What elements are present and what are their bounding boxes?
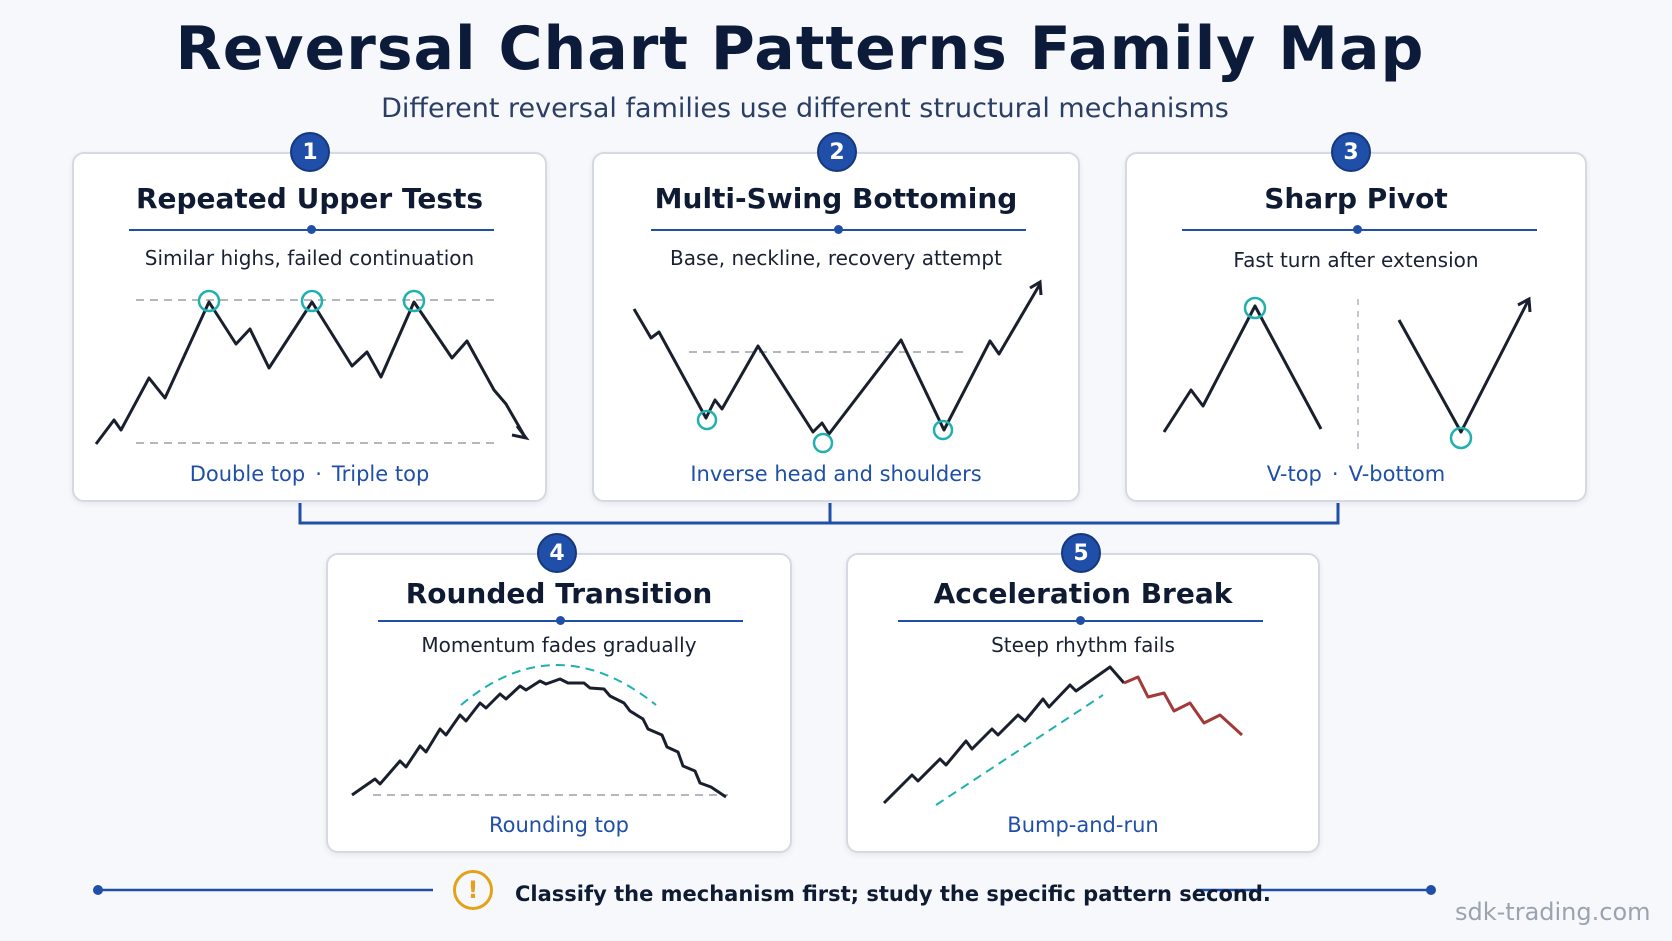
card-multi-swing-bottoming: Multi-Swing Bottoming Base, neckline, re… bbox=[592, 152, 1080, 502]
example-v-bottom: V-bottom bbox=[1348, 462, 1446, 486]
page-title: Reversal Chart Patterns Family Map bbox=[175, 14, 1425, 84]
example-rounding-top: Rounding top bbox=[488, 813, 629, 837]
card-examples: V-top · V-bottom bbox=[1127, 462, 1585, 486]
page-subtitle: Different reversal families use differen… bbox=[381, 93, 1229, 124]
example-separator: · bbox=[1331, 462, 1339, 486]
example-triple-top: Triple top bbox=[331, 462, 430, 486]
card-description: Fast turn after extension bbox=[1233, 248, 1479, 272]
card-examples: Inverse head and shoulders bbox=[594, 462, 1078, 486]
example-inverse-head-shoulders: Inverse head and shoulders bbox=[690, 462, 982, 486]
card-description: Similar highs, failed continuation bbox=[144, 246, 475, 270]
title-rule-dot bbox=[556, 616, 565, 625]
card-number-badge: 1 bbox=[290, 132, 330, 172]
card-examples: Double top · Triple top bbox=[74, 462, 545, 486]
card-number-badge: 3 bbox=[1331, 132, 1371, 172]
card-description: Steep rhythm fails bbox=[991, 633, 1175, 657]
footer-note: Classify the mechanism first; study the … bbox=[515, 882, 1271, 906]
card-number-badge: 2 bbox=[817, 132, 857, 172]
card-title: Repeated Upper Tests bbox=[135, 182, 484, 215]
card-title: Rounded Transition bbox=[405, 577, 713, 610]
card-rounded-transition: Rounded Transition Momentum fades gradua… bbox=[326, 553, 792, 853]
card-acceleration-break: Acceleration Break Steep rhythm fails Bu… bbox=[846, 553, 1320, 853]
card-examples: Rounding top bbox=[328, 813, 790, 837]
bump-and-run-sketch bbox=[882, 665, 1244, 806]
card-number-badge: 5 bbox=[1061, 533, 1101, 573]
card-description: Momentum fades gradually bbox=[421, 633, 697, 657]
card-title: Multi-Swing Bottoming bbox=[654, 182, 1018, 215]
card-number-badge: 4 bbox=[537, 533, 577, 573]
card-sharp-pivot: Sharp Pivot Fast turn after extension V-… bbox=[1125, 152, 1587, 502]
example-separator: · bbox=[315, 462, 322, 486]
card-title: Sharp Pivot bbox=[1264, 182, 1448, 215]
title-rule-dot bbox=[834, 225, 843, 234]
inverse-head-shoulders-sketch bbox=[632, 279, 1043, 454]
title-rule-dot bbox=[1353, 225, 1362, 234]
card-examples: Bump-and-run bbox=[848, 813, 1318, 837]
watermark: sdk-trading.com bbox=[1455, 898, 1651, 926]
card-description: Base, neckline, recovery attempt bbox=[670, 246, 1002, 270]
title-rule-dot bbox=[1076, 616, 1085, 625]
example-bump-and-run: Bump-and-run bbox=[1007, 813, 1159, 837]
warning-icon: ! bbox=[453, 870, 493, 910]
card-title: Acceleration Break bbox=[933, 577, 1233, 610]
example-double-top: Double top bbox=[189, 462, 306, 486]
example-v-top: V-top bbox=[1266, 462, 1322, 486]
double-triple-top-sketch bbox=[94, 289, 530, 445]
title-rule-dot bbox=[307, 225, 316, 234]
rounding-top-sketch bbox=[351, 664, 728, 799]
v-top-v-bottom-sketch bbox=[1162, 296, 1532, 452]
